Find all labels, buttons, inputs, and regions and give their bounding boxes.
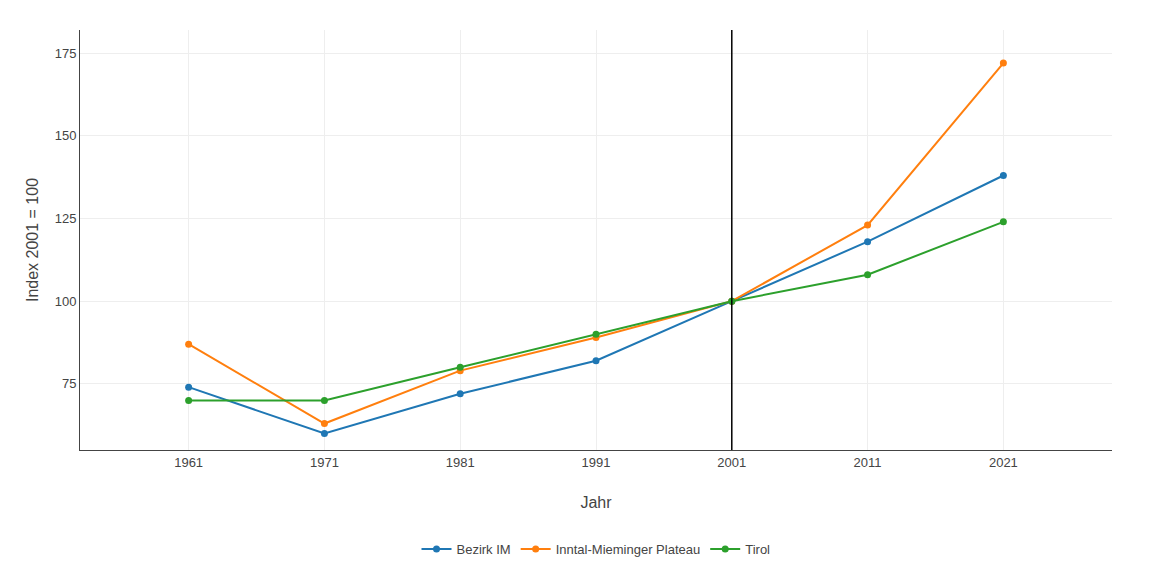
- svg-text:1971: 1971: [310, 455, 339, 470]
- svg-text:Inntal-Mieminger Plateau: Inntal-Mieminger Plateau: [556, 542, 701, 557]
- svg-text:Jahr: Jahr: [580, 494, 612, 511]
- svg-text:2001: 2001: [717, 455, 746, 470]
- svg-text:2021: 2021: [989, 455, 1018, 470]
- svg-text:1961: 1961: [174, 455, 203, 470]
- svg-text:Tirol: Tirol: [745, 542, 770, 557]
- svg-text:75: 75: [62, 376, 76, 391]
- svg-text:2011: 2011: [854, 455, 882, 470]
- svg-text:125: 125: [55, 211, 77, 226]
- svg-text:Bezirk IM: Bezirk IM: [457, 542, 511, 557]
- svg-text:100: 100: [55, 294, 77, 309]
- svg-text:1991: 1991: [582, 455, 611, 470]
- svg-text:175: 175: [55, 46, 77, 61]
- svg-text:150: 150: [55, 128, 77, 143]
- svg-text:1981: 1981: [446, 455, 475, 470]
- svg-text:Index 2001 = 100: Index 2001 = 100: [24, 178, 41, 302]
